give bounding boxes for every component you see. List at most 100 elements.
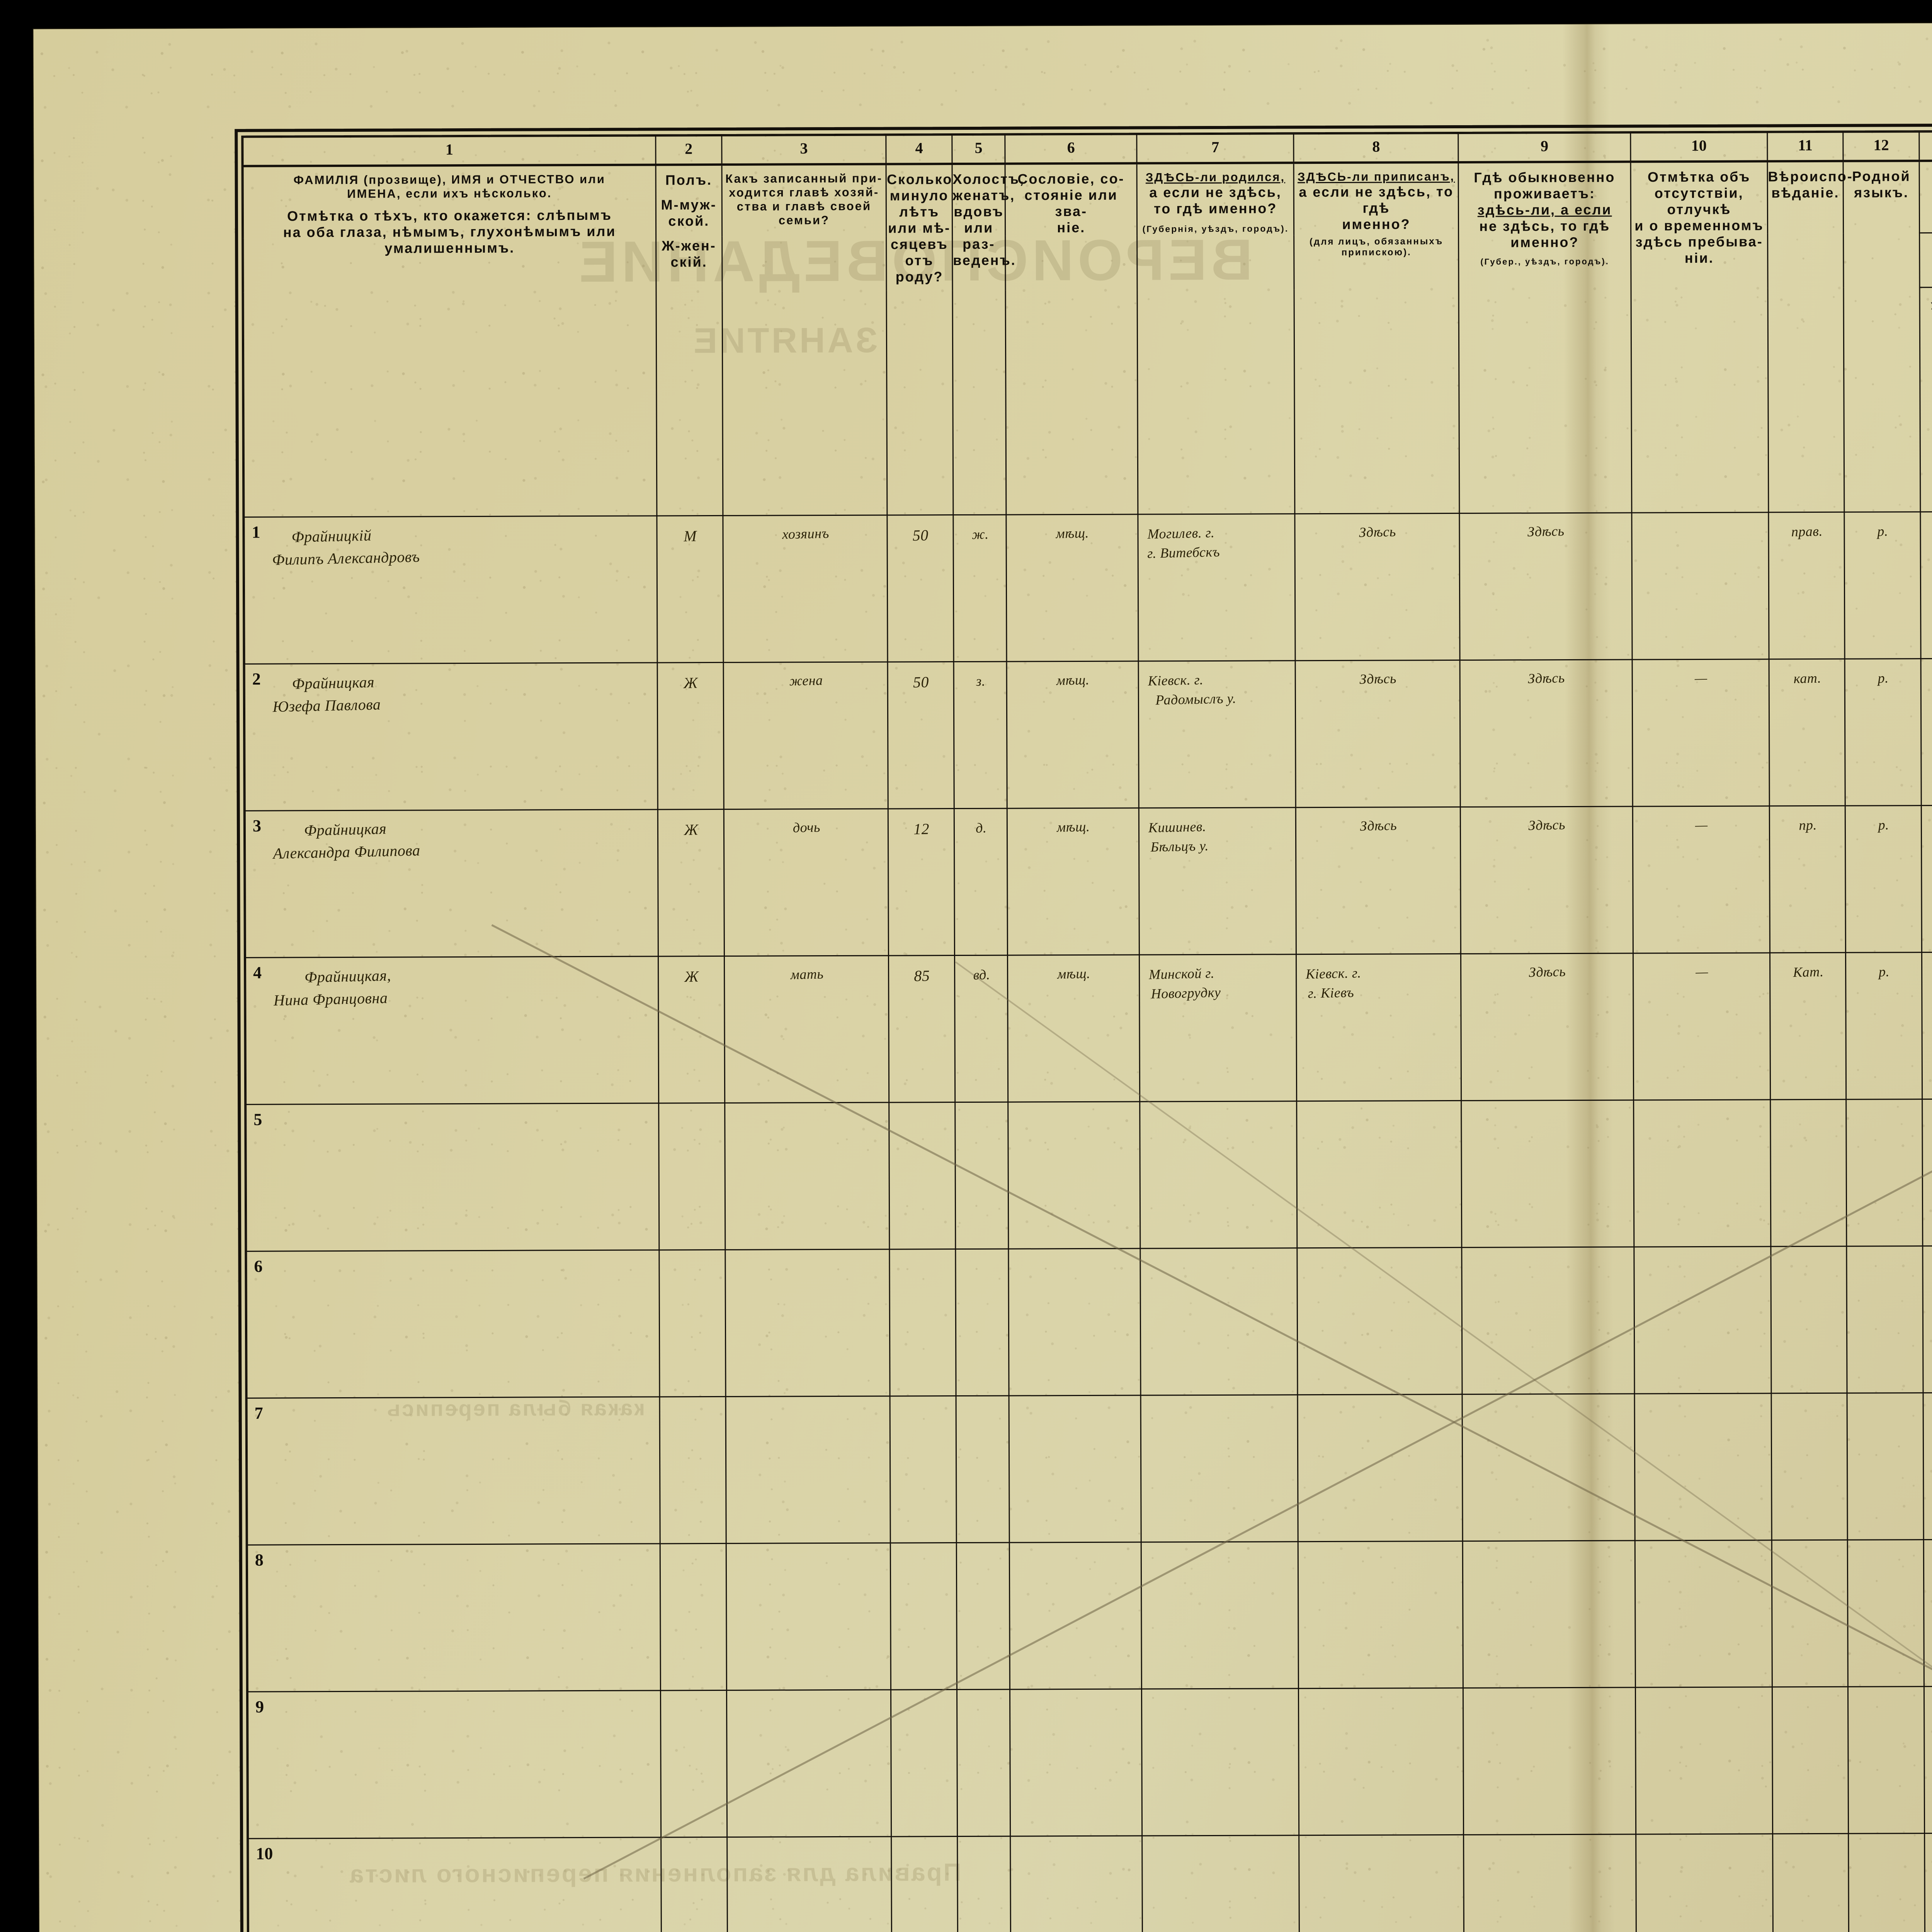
cell-religion[interactable]: пр. bbox=[1769, 806, 1846, 953]
cell-marital[interactable] bbox=[957, 1836, 1011, 1932]
cell-sex[interactable] bbox=[660, 1690, 727, 1837]
cell-name[interactable]: 2 Фрайницкая Юзефа Павлова bbox=[245, 662, 658, 811]
cell-absence[interactable]: — bbox=[1633, 952, 1770, 1100]
cell-name[interactable]: 6 bbox=[246, 1250, 660, 1398]
table-row[interactable]: 2 Фрайницкая Юзефа Павлова Ж жена 50 з. … bbox=[245, 656, 1932, 811]
cell-absence[interactable]: — bbox=[1633, 806, 1770, 954]
cell-residence[interactable] bbox=[1463, 1687, 1636, 1835]
cell-religion[interactable] bbox=[1771, 1393, 1848, 1540]
cell-estate[interactable] bbox=[1009, 1542, 1142, 1690]
cell-literate[interactable] bbox=[1923, 1393, 1932, 1540]
cell-estate[interactable] bbox=[1009, 1395, 1141, 1543]
cell-age[interactable] bbox=[890, 1543, 957, 1690]
cell-age[interactable] bbox=[889, 1102, 956, 1250]
cell-religion[interactable] bbox=[1772, 1687, 1849, 1834]
cell-literate[interactable]: нѣтъ bbox=[1922, 952, 1932, 1099]
cell-marital[interactable]: д. bbox=[954, 808, 1008, 956]
cell-birthplace[interactable] bbox=[1141, 1541, 1299, 1689]
cell-marital[interactable] bbox=[956, 1396, 1010, 1543]
cell-literate[interactable] bbox=[1924, 1833, 1932, 1932]
cell-language[interactable] bbox=[1847, 1393, 1924, 1540]
cell-religion[interactable]: прав. bbox=[1768, 512, 1845, 659]
cell-literate[interactable]: да bbox=[1920, 512, 1932, 659]
cell-estate[interactable]: мѣщ. bbox=[1006, 514, 1139, 662]
cell-registration[interactable]: Кіевск. г. г. Кіевъ bbox=[1296, 954, 1462, 1101]
table-row[interactable]: 10 1 2 bbox=[248, 1831, 1932, 1932]
cell-birthplace[interactable] bbox=[1140, 1248, 1298, 1396]
cell-marital[interactable] bbox=[955, 1102, 1009, 1249]
cell-age[interactable] bbox=[891, 1836, 958, 1932]
cell-age[interactable]: 85 bbox=[888, 955, 955, 1103]
cell-language[interactable]: р. bbox=[1845, 658, 1922, 806]
cell-registration[interactable] bbox=[1298, 1688, 1464, 1835]
cell-religion[interactable] bbox=[1770, 1246, 1847, 1393]
cell-literate[interactable] bbox=[1922, 1246, 1932, 1393]
cell-literate[interactable]: да кат bbox=[1921, 658, 1932, 806]
cell-name[interactable]: 10 bbox=[248, 1837, 662, 1932]
cell-language[interactable] bbox=[1847, 1246, 1923, 1393]
cell-language[interactable] bbox=[1846, 1099, 1923, 1247]
cell-residence[interactable]: Здѣсь bbox=[1460, 660, 1633, 807]
cell-age[interactable]: 50 bbox=[888, 662, 954, 809]
cell-marital[interactable]: ж. bbox=[953, 515, 1007, 662]
cell-relation[interactable] bbox=[727, 1837, 892, 1932]
cell-sex[interactable]: Ж bbox=[657, 662, 724, 810]
cell-absence[interactable] bbox=[1635, 1687, 1773, 1835]
cell-relation[interactable]: хозяинъ bbox=[723, 515, 888, 663]
cell-name[interactable]: 1 Фрайницкій Филипъ Александровъ bbox=[244, 515, 658, 664]
cell-name[interactable]: 7 bbox=[247, 1396, 660, 1545]
cell-registration[interactable] bbox=[1298, 1541, 1463, 1689]
cell-sex[interactable]: Ж bbox=[658, 956, 725, 1103]
cell-relation[interactable] bbox=[725, 1396, 891, 1544]
cell-marital[interactable] bbox=[955, 1249, 1009, 1396]
cell-estate[interactable]: мѣщ. bbox=[1007, 808, 1139, 956]
cell-relation[interactable] bbox=[724, 1102, 890, 1250]
cell-birthplace[interactable]: Кіевск. г. Радомыслъ у. bbox=[1138, 660, 1296, 808]
cell-marital[interactable]: з. bbox=[953, 662, 1007, 809]
cell-estate[interactable]: мѣщ. bbox=[1007, 661, 1139, 809]
cell-language[interactable]: р. bbox=[1844, 512, 1921, 659]
cell-sex[interactable] bbox=[660, 1543, 726, 1690]
cell-relation[interactable] bbox=[725, 1249, 890, 1397]
cell-religion[interactable] bbox=[1772, 1540, 1848, 1687]
cell-language[interactable] bbox=[1849, 1833, 1925, 1932]
cell-residence[interactable] bbox=[1462, 1394, 1635, 1541]
cell-age[interactable]: 12 bbox=[888, 808, 955, 956]
cell-relation[interactable]: жена bbox=[723, 662, 888, 810]
cell-name[interactable]: 3 Фрайницкая Александра Филипова bbox=[245, 809, 658, 958]
cell-estate[interactable] bbox=[1009, 1248, 1141, 1396]
cell-residence[interactable] bbox=[1461, 1100, 1634, 1248]
cell-absence[interactable] bbox=[1631, 512, 1769, 660]
cell-language[interactable]: р. bbox=[1845, 952, 1922, 1100]
table-row[interactable]: 4 Фрайницкая, Нина Францовна Ж мать 85 в… bbox=[245, 950, 1932, 1105]
cell-birthplace[interactable] bbox=[1141, 1395, 1298, 1543]
cell-sex[interactable] bbox=[661, 1837, 728, 1932]
cell-residence[interactable] bbox=[1463, 1541, 1636, 1688]
table-row[interactable]: 5 1 2 bbox=[246, 1097, 1932, 1252]
cell-absence[interactable] bbox=[1633, 1099, 1771, 1247]
cell-age[interactable] bbox=[890, 1396, 957, 1543]
cell-relation[interactable]: мать bbox=[724, 956, 889, 1103]
cell-birthplace[interactable]: Минской г. Новогрудку bbox=[1139, 954, 1297, 1102]
cell-residence[interactable]: Здѣсь bbox=[1460, 806, 1633, 954]
cell-residence[interactable] bbox=[1464, 1834, 1636, 1932]
table-row[interactable]: 7 1 2 bbox=[247, 1390, 1932, 1545]
cell-name[interactable]: 8 bbox=[247, 1543, 661, 1692]
table-row[interactable]: 3 Фрайницкая Александра Филипова Ж дочь … bbox=[245, 803, 1932, 958]
cell-sex[interactable] bbox=[660, 1396, 726, 1544]
cell-absence[interactable] bbox=[1634, 1246, 1771, 1394]
cell-birthplace[interactable]: Могилев. г. г. Витебскъ bbox=[1138, 514, 1296, 662]
cell-language[interactable]: р. bbox=[1845, 805, 1922, 953]
cell-marital[interactable] bbox=[957, 1689, 1011, 1837]
cell-age[interactable] bbox=[889, 1249, 956, 1396]
cell-religion[interactable]: кат. bbox=[1769, 659, 1845, 806]
cell-absence[interactable] bbox=[1635, 1540, 1772, 1688]
cell-registration[interactable] bbox=[1299, 1835, 1464, 1932]
cell-birthplace[interactable] bbox=[1139, 1101, 1298, 1249]
cell-birthplace[interactable] bbox=[1142, 1835, 1300, 1932]
table-row[interactable]: 1 Фрайницкій Филипъ Александровъ М хозяи… bbox=[244, 509, 1932, 664]
cell-religion[interactable] bbox=[1770, 1099, 1847, 1247]
cell-name[interactable]: 5 bbox=[246, 1103, 660, 1252]
cell-relation[interactable] bbox=[726, 1543, 891, 1690]
cell-registration[interactable] bbox=[1298, 1394, 1463, 1542]
